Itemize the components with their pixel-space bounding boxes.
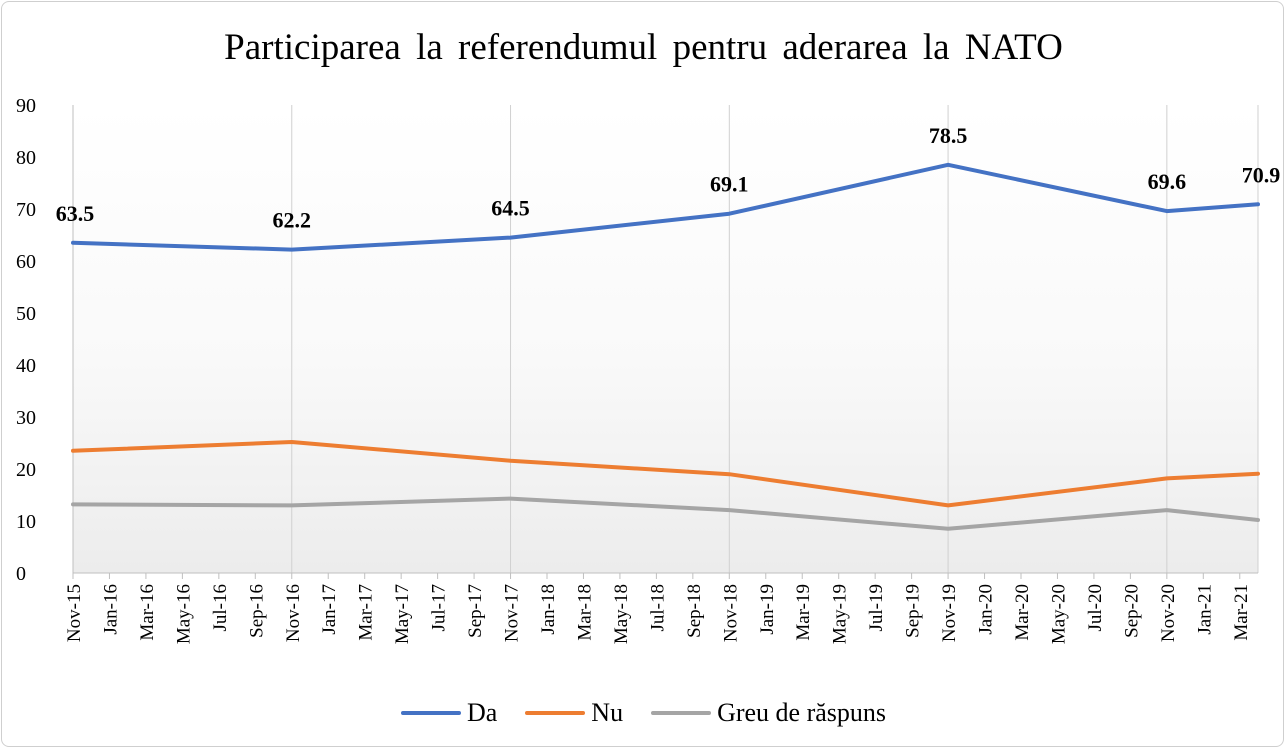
data-label: 63.5 — [56, 201, 95, 226]
x-tick-label: Jan-18 — [538, 584, 559, 635]
y-tick-label: 70 — [16, 199, 36, 221]
x-tick-label: Nov-17 — [502, 584, 523, 642]
y-tick-label: 10 — [16, 511, 36, 533]
x-tick-label: Jan-19 — [757, 584, 778, 635]
y-tick-label: 80 — [16, 147, 36, 169]
x-tick-label: Mar-21 — [1231, 584, 1252, 641]
axes: 0 10 20 30 40 50 60 70 80 90 Nov-15 Jan-16 Mar-16 May… — [16, 95, 1258, 644]
x-tick-label: Nov-19 — [939, 584, 960, 642]
legend-label-nu: Nu — [591, 698, 624, 727]
legend: Da Nu Greu de răspuns — [0, 698, 1287, 728]
x-tick-label: May-16 — [173, 584, 194, 644]
legend-swatch-da — [400, 711, 461, 715]
y-tick-label: 0 — [16, 563, 26, 585]
legend-item-nu: Nu — [525, 698, 623, 728]
y-tick-label: 30 — [16, 407, 36, 429]
x-tick-label: May-18 — [611, 584, 632, 644]
x-tick-label: Nov-20 — [1158, 584, 1179, 642]
legend-item-greu-de-raspuns: Greu de răspuns — [651, 698, 886, 728]
x-tick-label: Mar-17 — [356, 584, 377, 641]
legend-swatch-nu — [525, 711, 586, 715]
legend-label-greu-de-raspuns: Greu de răspuns — [717, 698, 887, 727]
x-tick-label: May-20 — [1048, 584, 1069, 644]
y-tick-label: 20 — [16, 459, 36, 481]
y-tick-label: 40 — [16, 355, 36, 377]
x-tick-label: Jul-17 — [429, 584, 450, 632]
x-tick-label: Sep-17 — [465, 584, 486, 638]
x-tick-label: Jan-16 — [100, 584, 121, 635]
data-label: 62.2 — [273, 208, 312, 233]
data-label: 70.9 — [1242, 162, 1281, 187]
x-tick-label: Sep-18 — [684, 584, 705, 638]
data-label: 64.5 — [491, 196, 530, 221]
x-tick-label: Mar-19 — [793, 584, 814, 641]
x-tick-label: Mar-16 — [137, 584, 158, 641]
data-label: 69.6 — [1148, 169, 1187, 194]
y-tick-label: 60 — [16, 251, 36, 273]
x-tick-label: Nov-18 — [720, 584, 741, 642]
x-tick-label: Sep-19 — [903, 584, 924, 638]
chart-title: Participarea la referendumul pentru ader… — [224, 27, 1063, 68]
x-tick-label: Mar-18 — [574, 584, 595, 641]
gridlines — [291, 105, 1259, 573]
x-tick-label: Jan-17 — [319, 584, 340, 635]
data-labels: 63.5 62.2 64.5 69.1 78.5 69.6 70.9 — [56, 123, 1281, 233]
y-tick-label: 50 — [16, 303, 36, 325]
plot-area — [73, 105, 1258, 573]
x-tick-label: May-17 — [392, 584, 413, 644]
x-tick-label: Jan-20 — [976, 584, 997, 635]
legend-swatch-greu-de-raspuns — [651, 711, 712, 715]
legend-label-da: Da — [466, 698, 498, 727]
data-label: 69.1 — [710, 172, 749, 197]
x-tick-label: Jul-16 — [210, 584, 231, 632]
x-tick-label: Nov-15 — [64, 584, 85, 642]
x-tick-label: Jul-18 — [647, 584, 668, 632]
legend-item-da: Da — [400, 698, 498, 728]
x-tick-label: Jan-21 — [1194, 584, 1215, 635]
x-tick-label: Nov-16 — [283, 584, 304, 642]
x-tick-label: May-19 — [830, 584, 851, 644]
x-tick-label: Jul-20 — [1085, 584, 1106, 632]
data-label: 78.5 — [929, 123, 968, 148]
x-tick-label: Sep-16 — [246, 584, 267, 638]
series-lines — [71, 162, 1260, 531]
x-tick-label: Jul-19 — [866, 584, 887, 632]
y-tick-label: 90 — [16, 95, 36, 117]
x-tick-label: Sep-20 — [1121, 584, 1142, 638]
x-tick-label: Mar-20 — [1012, 584, 1033, 641]
